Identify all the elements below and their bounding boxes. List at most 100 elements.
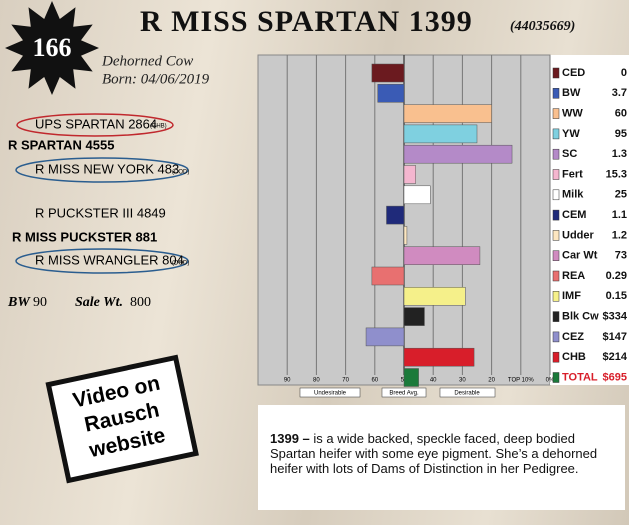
trait-label: WW: [562, 108, 583, 120]
bar: [403, 287, 466, 306]
trait-label: IMF: [562, 290, 581, 302]
video-sign: Video onRauschwebsite: [45, 354, 199, 484]
trait-label: Car Wt: [562, 250, 598, 262]
bw-value: 90: [33, 295, 47, 310]
legend-swatch: [552, 128, 560, 140]
epd-value: 0: [621, 67, 627, 79]
epd-value: $214: [603, 351, 628, 363]
bar: [403, 104, 492, 123]
trait-label: Fert: [562, 168, 583, 180]
epd-value: 0.15: [606, 290, 627, 302]
video-box: [45, 354, 199, 484]
sire-sire: R SPARTAN 4555: [8, 137, 114, 152]
trait-label: CED: [562, 67, 585, 79]
bw-label: BW: [7, 295, 31, 310]
epd-value: $334: [603, 311, 628, 323]
bar: [403, 347, 475, 367]
dam: R MISS PUCKSTER 881: [12, 229, 157, 244]
legend-swatch: [552, 311, 560, 322]
trait-label: CHB: [562, 351, 586, 363]
legend-swatch: [552, 148, 560, 160]
legend-swatch: [552, 291, 560, 302]
lot-badge: [5, 1, 99, 95]
legend-swatch: [552, 88, 560, 99]
bar: [371, 63, 405, 83]
annotation: Undesirable: [314, 391, 347, 397]
baseline-label: Breed Avg.: [389, 391, 419, 397]
sex: Dehorned Cow: [101, 53, 193, 69]
legend-swatch: [552, 230, 560, 241]
x-tick-label: 20: [488, 378, 495, 384]
sire-tag: (CHB): [150, 124, 167, 130]
annotation: Desirable: [454, 391, 480, 397]
bar: [365, 327, 405, 347]
epd-value: 95: [615, 128, 627, 140]
bar: [403, 144, 513, 164]
epd-chart: 9080706050403020TOP 10%0%UndesirableBree…: [284, 55, 628, 398]
legend-swatch: [552, 67, 560, 79]
birth-date: Born: 04/06/2019: [102, 71, 210, 87]
epd-value: 1.3: [612, 148, 627, 160]
bar: [403, 368, 419, 387]
trait-label: Milk: [562, 189, 584, 201]
epd-value: $695: [603, 371, 627, 383]
bar: [403, 307, 425, 326]
sire-dam-oval: [15, 157, 189, 183]
trait-label: CEM: [562, 209, 586, 221]
dam-sire: R PUCKSTER III 4849: [35, 205, 166, 220]
epd-value: 25: [615, 189, 627, 201]
x-tick-label: 60: [371, 378, 378, 384]
trait-label: SC: [562, 148, 577, 160]
description: 1399 – is a wide backed, speckle faced, …: [258, 405, 625, 510]
x-tick-label: 90: [284, 378, 291, 384]
legend-swatch: [552, 250, 560, 261]
epd-value: 0.29: [606, 270, 627, 282]
bar: [403, 185, 431, 205]
epd-value: 1.1: [612, 209, 627, 221]
legend-swatch: [552, 331, 560, 343]
sale-wt-label: Sale Wt.: [75, 295, 123, 310]
epd-value: 15.3: [606, 168, 627, 180]
bar: [371, 266, 405, 286]
trait-label: CEZ: [562, 331, 584, 343]
sale-wt-value: 800: [130, 295, 151, 310]
x-tick-label: TOP 10%: [508, 378, 534, 384]
title: R MISS SPARTAN 1399: [140, 5, 473, 38]
legend-swatch: [552, 108, 560, 119]
legend-swatch: [552, 169, 560, 180]
trait-label: BW: [562, 87, 581, 99]
bar: [403, 226, 408, 245]
x-tick-label: 70: [342, 378, 349, 384]
annotation-box: [439, 387, 496, 398]
sire-oval: [16, 113, 174, 137]
dam-dam: R MISS WRANGLER 804: [35, 252, 184, 267]
legend-swatch: [552, 209, 560, 221]
lot-number: 166: [33, 33, 72, 62]
description-text: is a wide backed, speckle faced, deep bo…: [270, 431, 598, 476]
epd-value: 1.2: [612, 229, 627, 241]
description-lead: 1399 –: [270, 431, 310, 446]
trait-label: Blk Cw: [562, 311, 599, 323]
bar: [403, 165, 416, 184]
epd-value: 73: [615, 250, 627, 262]
x-tick-label: 0%: [546, 378, 555, 384]
epd-value: 3.7: [612, 87, 627, 99]
x-tick-label: 30: [459, 378, 466, 384]
epd-value: 60: [615, 108, 627, 120]
bar: [386, 205, 405, 225]
annotation-box: [299, 387, 361, 398]
legend-swatch: [552, 189, 560, 201]
registration: (44035669): [510, 19, 575, 34]
x-tick-label: 80: [313, 378, 320, 384]
legend-swatch: [552, 351, 560, 363]
trait-label: Udder: [562, 229, 595, 241]
x-tick-label: 40: [430, 378, 437, 384]
trait-label: YW: [562, 128, 580, 140]
trait-label: TOTAL: [562, 371, 598, 383]
dam-dam-tag: (DOD): [172, 261, 189, 267]
legend-swatch: [552, 270, 560, 282]
sire-dam: R MISS NEW YORK 483: [35, 161, 179, 176]
annotation-box: [381, 387, 427, 398]
trait-label: REA: [562, 270, 585, 282]
